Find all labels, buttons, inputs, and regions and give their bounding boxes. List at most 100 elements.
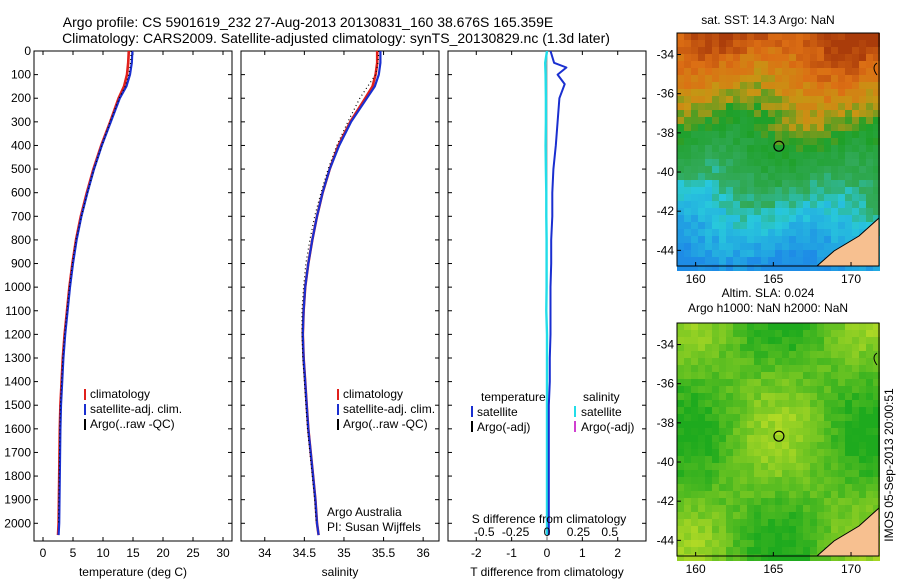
- map-cell: [761, 40, 768, 47]
- map-cell: [719, 526, 726, 533]
- map-cell: [873, 386, 880, 393]
- map-cell: [726, 257, 733, 264]
- legend-label: Argo(-adj): [581, 420, 634, 434]
- map-y-tick-label: -42: [657, 494, 675, 508]
- map-cell: [733, 421, 740, 428]
- map-cell: [754, 526, 761, 533]
- map-cell: [754, 365, 761, 372]
- map-cell: [691, 484, 698, 491]
- map-cell: [705, 358, 712, 365]
- map-cell: [719, 264, 726, 271]
- map-cell: [684, 477, 691, 484]
- map-cell: [747, 138, 754, 145]
- map-cell: [789, 215, 796, 222]
- map-cell: [698, 138, 705, 145]
- map-cell: [866, 159, 873, 166]
- map-cell: [852, 407, 859, 414]
- y-tick-label: 300: [11, 115, 31, 129]
- map-cell: [740, 152, 747, 159]
- map-cell: [761, 337, 768, 344]
- map-cell: [761, 103, 768, 110]
- map-cell: [824, 208, 831, 215]
- map-cell: [733, 131, 740, 138]
- map-cell: [803, 173, 810, 180]
- map-cell: [698, 54, 705, 61]
- map-cell: [698, 222, 705, 229]
- map-cell: [775, 250, 782, 257]
- map-cell: [824, 40, 831, 47]
- map-cell: [754, 351, 761, 358]
- map-cell: [698, 498, 705, 505]
- map-cell: [803, 344, 810, 351]
- map-cell: [768, 166, 775, 173]
- map-cell: [677, 229, 684, 236]
- map-cell: [775, 257, 782, 264]
- map-cell: [768, 173, 775, 180]
- y-tick-label: 600: [11, 186, 31, 200]
- map-cell: [747, 61, 754, 68]
- map-cell: [761, 264, 768, 271]
- map-cell: [747, 250, 754, 257]
- map-cell: [768, 330, 775, 337]
- map-cell: [782, 526, 789, 533]
- map-cell: [810, 442, 817, 449]
- map-cell: [873, 435, 880, 442]
- map-cell: [677, 533, 684, 540]
- legend-salinity-title: salinity: [583, 390, 620, 404]
- map-cell: [726, 456, 733, 463]
- map-cell: [789, 435, 796, 442]
- map-cell: [726, 358, 733, 365]
- map-cell: [810, 330, 817, 337]
- map-cell: [726, 512, 733, 519]
- map-cell: [859, 470, 866, 477]
- map-cell: [691, 379, 698, 386]
- map-cell: [684, 407, 691, 414]
- map-cell: [691, 547, 698, 554]
- map-cell: [782, 243, 789, 250]
- map-cell: [768, 131, 775, 138]
- map-x-tick-label: 165: [763, 562, 783, 576]
- map-cell: [845, 351, 852, 358]
- map-cell: [691, 96, 698, 103]
- map-cell: [705, 264, 712, 271]
- map-cell: [726, 484, 733, 491]
- map-cell: [740, 229, 747, 236]
- map-cell: [768, 470, 775, 477]
- map-cell: [733, 82, 740, 89]
- x-tick-label: 0: [544, 546, 551, 560]
- map-cell: [761, 442, 768, 449]
- map-cell: [838, 222, 845, 229]
- map-cell: [859, 173, 866, 180]
- map-cell: [719, 372, 726, 379]
- map-cell: [677, 393, 684, 400]
- map-cell: [796, 498, 803, 505]
- map-cell: [817, 526, 824, 533]
- map-cell: [831, 386, 838, 393]
- map-cell: [733, 526, 740, 533]
- map-cell: [705, 75, 712, 82]
- map-cell: [852, 477, 859, 484]
- map-cell: [677, 173, 684, 180]
- map-x-tick-label: 165: [763, 272, 783, 286]
- map-cell: [810, 526, 817, 533]
- map-cell: [782, 470, 789, 477]
- map-cell: [698, 40, 705, 47]
- map-cell: [733, 201, 740, 208]
- map-cell: [684, 505, 691, 512]
- map-cell: [712, 131, 719, 138]
- map-cell: [845, 138, 852, 145]
- map-cell: [719, 117, 726, 124]
- map-cell: [810, 533, 817, 540]
- map-cell: [677, 344, 684, 351]
- map-cell: [684, 498, 691, 505]
- map-cell: [691, 194, 698, 201]
- map-cell: [740, 159, 747, 166]
- y-tick-label: 1700: [4, 445, 31, 459]
- map-cell: [761, 229, 768, 236]
- map-cell: [789, 463, 796, 470]
- map-cell: [684, 173, 691, 180]
- map-cell: [852, 180, 859, 187]
- map-cell: [691, 386, 698, 393]
- map-cell: [719, 33, 726, 40]
- map-cell: [719, 82, 726, 89]
